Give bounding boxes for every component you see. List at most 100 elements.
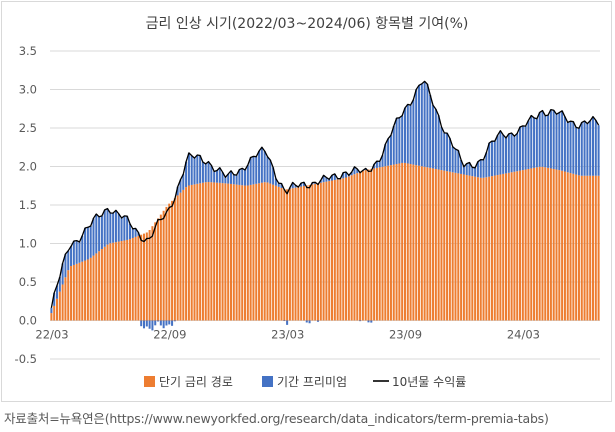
bar-term-premium [283, 320, 286, 322]
bar-short-rate [339, 178, 342, 321]
bar-short-rate [246, 185, 249, 321]
bar-short-rate [342, 178, 345, 321]
bar-term-premium [134, 228, 137, 237]
y-tick-label: -0.5 [15, 352, 37, 366]
bar-short-rate [288, 188, 291, 321]
bar-term-premium [594, 120, 597, 176]
bar-term-premium [67, 250, 70, 271]
bar-short-rate [75, 263, 78, 321]
bar-term-premium [434, 109, 437, 169]
bar-short-rate [516, 171, 519, 321]
bar-term-premium [258, 150, 261, 184]
bars [50, 81, 600, 331]
bar-term-premium [75, 240, 78, 264]
bar-term-premium [395, 118, 398, 165]
bar-short-rate [92, 255, 95, 321]
bar-term-premium [157, 320, 160, 322]
bar-short-rate [61, 284, 64, 321]
bar-term-premium [159, 320, 162, 326]
bar-short-rate [314, 183, 317, 321]
bar-short-rate [249, 184, 252, 321]
bar-term-premium [426, 84, 429, 168]
bar-short-rate [224, 183, 227, 321]
bar-term-premium [586, 123, 589, 176]
bar-term-premium [437, 115, 440, 170]
x-tick-label: 23/09 [389, 328, 422, 342]
bar-term-premium [294, 185, 297, 188]
bar-short-rate [263, 182, 266, 321]
x-tick-label: 22/09 [153, 328, 186, 342]
bar-term-premium [398, 117, 401, 164]
bar-short-rate [468, 175, 471, 321]
bar-term-premium [173, 320, 176, 322]
bar-term-premium [269, 160, 272, 184]
bar-term-premium [274, 178, 277, 186]
legend: 단기 금리 경로 기간 프리미엄 10년물 수익률 [144, 375, 466, 389]
bar-short-rate [196, 183, 199, 321]
bar-term-premium [61, 263, 64, 285]
bar-short-rate [356, 173, 359, 321]
bar-short-rate [86, 259, 89, 321]
bar-term-premium [302, 182, 305, 187]
bar-short-rate [524, 169, 527, 321]
bar-term-premium [305, 320, 308, 323]
bar-short-rate [437, 169, 440, 321]
bar-short-rate [300, 186, 303, 321]
bar-term-premium [384, 144, 387, 167]
bar-term-premium [541, 110, 544, 167]
bar-term-premium [373, 164, 376, 169]
bar-term-premium [207, 161, 210, 183]
bar-term-premium [381, 155, 384, 167]
bar-term-premium [187, 152, 190, 186]
y-tick-label: 1.5 [19, 198, 37, 212]
bar-term-premium [92, 218, 95, 256]
legend-swatch [262, 376, 273, 387]
bar-short-rate [375, 167, 378, 321]
bar-term-premium [286, 320, 289, 325]
bar-short-rate [297, 187, 300, 321]
bar-term-premium [131, 228, 134, 238]
bar-term-premium [255, 156, 258, 184]
bar-short-rate [488, 176, 491, 321]
bar-short-rate [58, 291, 61, 321]
bar-short-rate [566, 172, 569, 321]
bar-term-premium [389, 135, 392, 166]
bar-short-rate [120, 241, 123, 321]
bar-term-premium [109, 212, 112, 244]
bar-term-premium [246, 165, 249, 186]
bar-term-premium [597, 125, 600, 176]
yield-line [50, 80, 600, 309]
bar-short-rate [302, 186, 305, 321]
bar-term-premium [375, 161, 378, 168]
bar-term-premium [58, 277, 61, 292]
bar-short-rate [162, 210, 165, 321]
bar-term-premium [117, 213, 120, 242]
bar-short-rate [123, 240, 126, 321]
bar-short-rate [215, 182, 218, 321]
bar-term-premium [502, 134, 505, 174]
bar-short-rate [353, 174, 356, 321]
bar-term-premium [241, 168, 244, 186]
bar-short-rate [591, 175, 594, 321]
bar-short-rate [260, 182, 263, 321]
bar-short-rate [538, 166, 541, 321]
bar-short-rate [345, 177, 348, 321]
bar-short-rate [555, 169, 558, 321]
source-label: 자료출처=뉴욕연은 [4, 411, 105, 426]
bar-short-rate [387, 165, 390, 321]
bar-short-rate [558, 170, 561, 321]
bar-short-rate [373, 168, 376, 321]
bar-term-premium [412, 99, 415, 165]
bar-term-premium [151, 320, 154, 331]
bar-term-premium [510, 132, 513, 173]
bar-short-rate [199, 183, 202, 321]
bar-term-premium [235, 175, 238, 185]
bar-short-rate [527, 168, 530, 321]
bar-term-premium [123, 215, 126, 241]
bar-short-rate [448, 171, 451, 321]
bar-term-premium [446, 133, 449, 172]
bar-short-rate [510, 172, 513, 321]
bar-short-rate [269, 183, 272, 321]
bar-term-premium [232, 174, 235, 185]
bar-term-premium [168, 320, 171, 325]
